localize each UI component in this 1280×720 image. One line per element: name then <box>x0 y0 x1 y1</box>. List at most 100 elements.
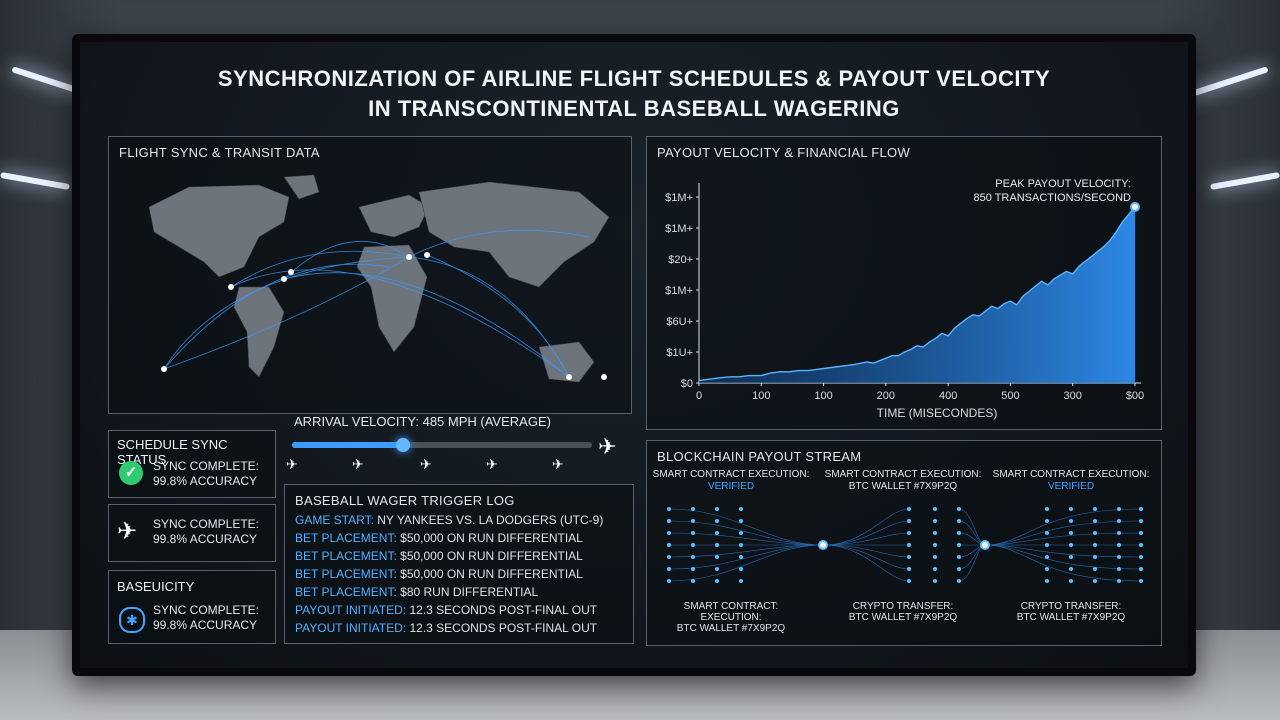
x-tick-label: 400 <box>939 390 957 402</box>
log-key: BET PLACEMENT: <box>295 531 401 545</box>
continent-north-america <box>148 184 290 278</box>
dashboard-title-line1: SYNCHRONIZATION OF AIRLINE FLIGHT SCHEDU… <box>217 66 1051 91</box>
bottom-node-line: CRYPTO TRANSFER: <box>853 601 954 612</box>
log-value: $50,000 ON RUN DIFFERENTIAL <box>400 549 583 563</box>
arrival-progress-track <box>292 438 592 452</box>
y-tick-label: $6U+ <box>666 316 693 328</box>
x-tick-label: 300 <box>1064 390 1082 402</box>
bottom-node-line: EXECUTION: <box>700 612 761 623</box>
log-value: $50,000 ON RUN DIFFERENTIAL <box>400 531 583 545</box>
wager-trigger-log-panel: BASEBALL WAGER TRIGGER LOG GAME START: N… <box>284 484 634 644</box>
dashboard-title-line2: IN TRANSCONTINENTAL BASEBALL WAGERING <box>368 96 900 121</box>
log-key: BET PLACEMENT: <box>295 567 401 581</box>
status-heading: BASEUICITY <box>117 579 195 594</box>
top-node-title: SMART CONTRACT EXECUTION: <box>825 469 982 480</box>
y-tick-label: $1M+ <box>665 192 693 204</box>
top-node-subtitle: VERIFIED <box>708 481 754 492</box>
wager-log-line: BET PLACEMENT: $80 RUN DIFFERENTIAL <box>295 585 538 599</box>
wager-log-line: BET PLACEMENT: $50,000 ON RUN DIFFERENTI… <box>295 549 583 563</box>
continent-australia <box>538 341 595 383</box>
y-tick-label: $0 <box>681 378 693 390</box>
flight-sync-status-panel: ✈ SYNC COMPLETE: 99.8% ACCURACY <box>108 504 276 562</box>
log-key: PAYOUT INITIATED: <box>295 621 410 635</box>
x-tick-label: 0 <box>696 390 702 402</box>
continent-africa <box>356 244 428 353</box>
airplane-icon: ✈ <box>286 456 298 472</box>
top-node-subtitle: VERIFIED <box>1048 481 1094 492</box>
payout-line <box>698 206 1136 382</box>
airplane-icon: ✈ <box>117 518 138 545</box>
world-map <box>148 174 610 383</box>
blockchain-panel-label: BLOCKCHAIN PAYOUT STREAM <box>657 449 862 464</box>
airplane-icon: ✈ <box>420 456 432 472</box>
x-tick-label: 100 <box>752 390 770 402</box>
payout-panel-label: PAYOUT VELOCITY & FINANCIAL FLOW <box>657 145 911 160</box>
stream-nodes <box>667 507 1143 583</box>
log-key: BET PLACEMENT: <box>295 585 401 599</box>
continent-europe <box>358 194 430 238</box>
wager-log-line: PAYOUT INITIATED: 12.3 SECONDS POST-FINA… <box>295 621 597 635</box>
arrival-progress-knob[interactable] <box>396 438 410 452</box>
status-line2: 99.8% ACCURACY <box>153 618 258 632</box>
status-line2: 99.8% ACCURACY <box>153 532 258 546</box>
y-tick-label: $20+ <box>668 254 693 266</box>
wager-log-line: BET PLACEMENT: $50,000 ON RUN DIFFERENTI… <box>295 567 583 581</box>
airplane-icon: ✈ <box>352 456 364 472</box>
continent-greenland <box>283 174 320 200</box>
x-tick-label: 200 <box>877 390 895 402</box>
top-node-title: SMART CONTRACT EXECUTION: <box>993 469 1150 480</box>
log-value: $80 RUN DIFFERENTIAL <box>400 585 539 599</box>
log-value: 12.3 SECONDS POST-FINAL OUT <box>409 603 598 617</box>
top-node-subtitle: BTC WALLET #7X9P2Q <box>849 481 958 492</box>
stream-hub <box>818 540 828 550</box>
wager-log-line: GAME START: NY YANKEES VS. LA DODGERS (U… <box>295 513 603 527</box>
peak-point <box>1130 201 1140 212</box>
check-icon: ✓ <box>119 461 143 485</box>
log-value: $50,000 ON RUN DIFFERENTIAL <box>400 567 583 581</box>
peak-annotation-line1: PEAK PAYOUT VELOCITY: <box>995 178 1131 190</box>
arrival-progress-fill <box>292 442 403 448</box>
wager-log-label: BASEBALL WAGER TRIGGER LOG <box>295 493 515 508</box>
bottom-node-line: CRYPTO TRANSFER: <box>1021 601 1122 612</box>
log-key: GAME START: <box>295 513 378 527</box>
continent-asia <box>418 181 610 288</box>
airplane-icon: ✈ <box>598 434 617 459</box>
airplane-icon: ✈ <box>486 456 498 472</box>
bottom-node-line: BTC WALLET #7X9P2Q <box>1017 612 1126 623</box>
x-tick-label: 500 <box>1001 390 1019 402</box>
log-key: PAYOUT INITIATED: <box>295 603 410 617</box>
wager-log-line: BET PLACEMENT: $50,000 ON RUN DIFFERENTI… <box>295 531 583 545</box>
status-line1: SYNC COMPLETE: <box>153 603 260 617</box>
y-tick-label: $1M+ <box>665 285 693 297</box>
status-line2: 99.8% ACCURACY <box>153 474 258 488</box>
y-tick-label: $1M+ <box>665 223 693 235</box>
payout-velocity-chart: $0 $1U+ $6U+ $1M+ $20+ $1M+ $1M+ 0 100 100 200 400 5… <box>665 178 1144 420</box>
x-tick-label: $00 <box>1126 390 1144 402</box>
bottom-node-line: BTC WALLET #7X9P2Q <box>677 623 786 634</box>
top-node-title: SMART CONTRACT EXECUTION: <box>653 469 810 480</box>
flight-routes <box>163 229 590 378</box>
x-axis-label: TIME (MISECONDES) <box>877 406 998 420</box>
payout-area <box>699 206 1135 383</box>
status-line1: SYNC COMPLETE: <box>153 459 260 473</box>
log-value: NY YANKEES VS. LA DODGERS (UTC-9) <box>377 513 604 527</box>
stream-hub <box>980 540 990 550</box>
log-value: 12.3 SECONDS POST-FINAL OUT <box>409 621 598 635</box>
compass-icon: ✱ <box>119 607 145 633</box>
wager-log-line: PAYOUT INITIATED: 12.3 SECONDS POST-FINA… <box>295 603 597 617</box>
bottom-node-line: BTC WALLET #7X9P2Q <box>849 612 958 623</box>
flight-panel-label: FLIGHT SYNC & TRANSIT DATA <box>119 145 320 160</box>
x-tick-label: 100 <box>814 390 832 402</box>
schedule-sync-status-panel: SCHEDULE SYNC STATUS ✓ SYNC COMPLETE: 99… <box>108 430 276 498</box>
y-tick-label: $1U+ <box>666 347 693 359</box>
blockchain-stream-panel: BLOCKCHAIN PAYOUT STREAM SMART CONTRACT … <box>646 440 1162 646</box>
log-key: BET PLACEMENT: <box>295 549 401 563</box>
peak-annotation-line2: 850 TRANSACTIONS/SECOND <box>973 192 1131 204</box>
baseuicity-status-panel: BASEUICITY ✱ SYNC COMPLETE: 99.8% ACCURA… <box>108 570 276 644</box>
bottom-node-line: SMART CONTRACT: <box>684 601 779 612</box>
flight-sync-panel: FLIGHT SYNC & TRANSIT DATA <box>108 136 632 414</box>
payout-velocity-panel: PAYOUT VELOCITY & FINANCIAL FLOW $0 $1U+ $… <box>646 136 1162 430</box>
airplane-icon: ✈ <box>552 456 564 472</box>
arrival-velocity-label: ARRIVAL VELOCITY: 485 MPH (AVERAGE) <box>294 414 551 429</box>
